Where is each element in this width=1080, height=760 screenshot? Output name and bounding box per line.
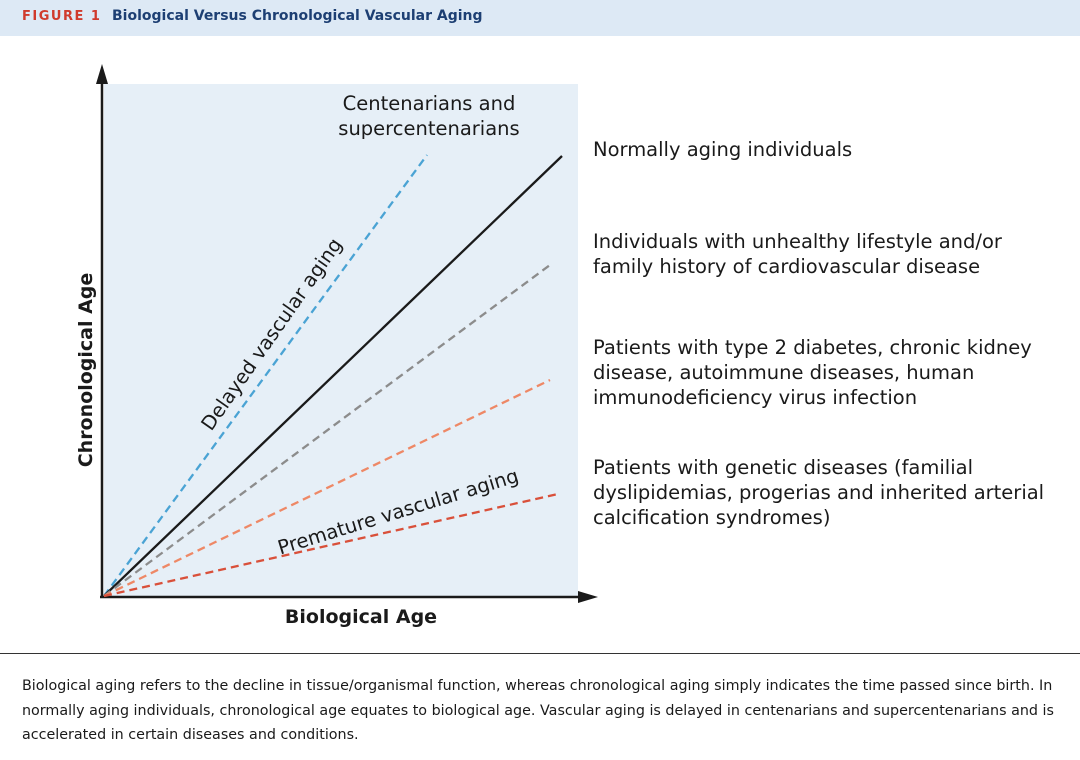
label-line: Patients with genetic diseases (familial [593,456,973,479]
centenarians-label-line2: supercentenarians [338,117,519,140]
line-centenarians [103,154,428,597]
figure-tag: FIGURE 1 [22,9,102,24]
plot-area [104,84,578,596]
x-axis-arrow-icon [578,591,598,603]
label-line: Normally aging individuals [593,138,853,161]
centenarians-label-line1: Centenarians and [343,92,516,115]
y-axis-arrow-icon [96,64,108,84]
label-genetic-disease: Patients with genetic diseases (familial… [593,455,1044,530]
y-axis-label: Chronological Age [75,273,97,468]
label-line: Patients with type 2 diabetes, chronic k… [593,336,1032,359]
x-axis-label: Biological Age [285,606,437,628]
label-chronic-disease: Patients with type 2 diabetes, chronic k… [593,335,1032,410]
line-chronic-disease [103,378,551,598]
aging-diagram: Biological Age Chronological Age Centena… [75,64,598,628]
label-unhealthy-lifestyle: Individuals with unhealthy lifestyle and… [593,229,1002,279]
figure-caption: Biological aging refers to the decline i… [22,678,1054,743]
label-line: calcification syndromes) [593,506,831,529]
label-line: immunodeficiency virus infection [593,386,918,409]
label-line: dyslipidemias, progerias and inherited a… [593,481,1045,504]
line-unhealthy-lifestyle [103,264,551,597]
label-line: Individuals with unhealthy lifestyle and… [593,230,1002,253]
label-line: family history of cardiovascular disease [593,255,981,278]
label-line: disease, autoimmune diseases, human [593,361,975,384]
label-normal-aging: Normally aging individuals [593,137,852,162]
figure-header: FIGURE 1 Biological Versus Chronological… [0,0,1080,36]
line-normal-aging [103,155,563,597]
figure-title: Biological Versus Chronological Vascular… [112,8,483,24]
caption-divider [0,653,1080,654]
